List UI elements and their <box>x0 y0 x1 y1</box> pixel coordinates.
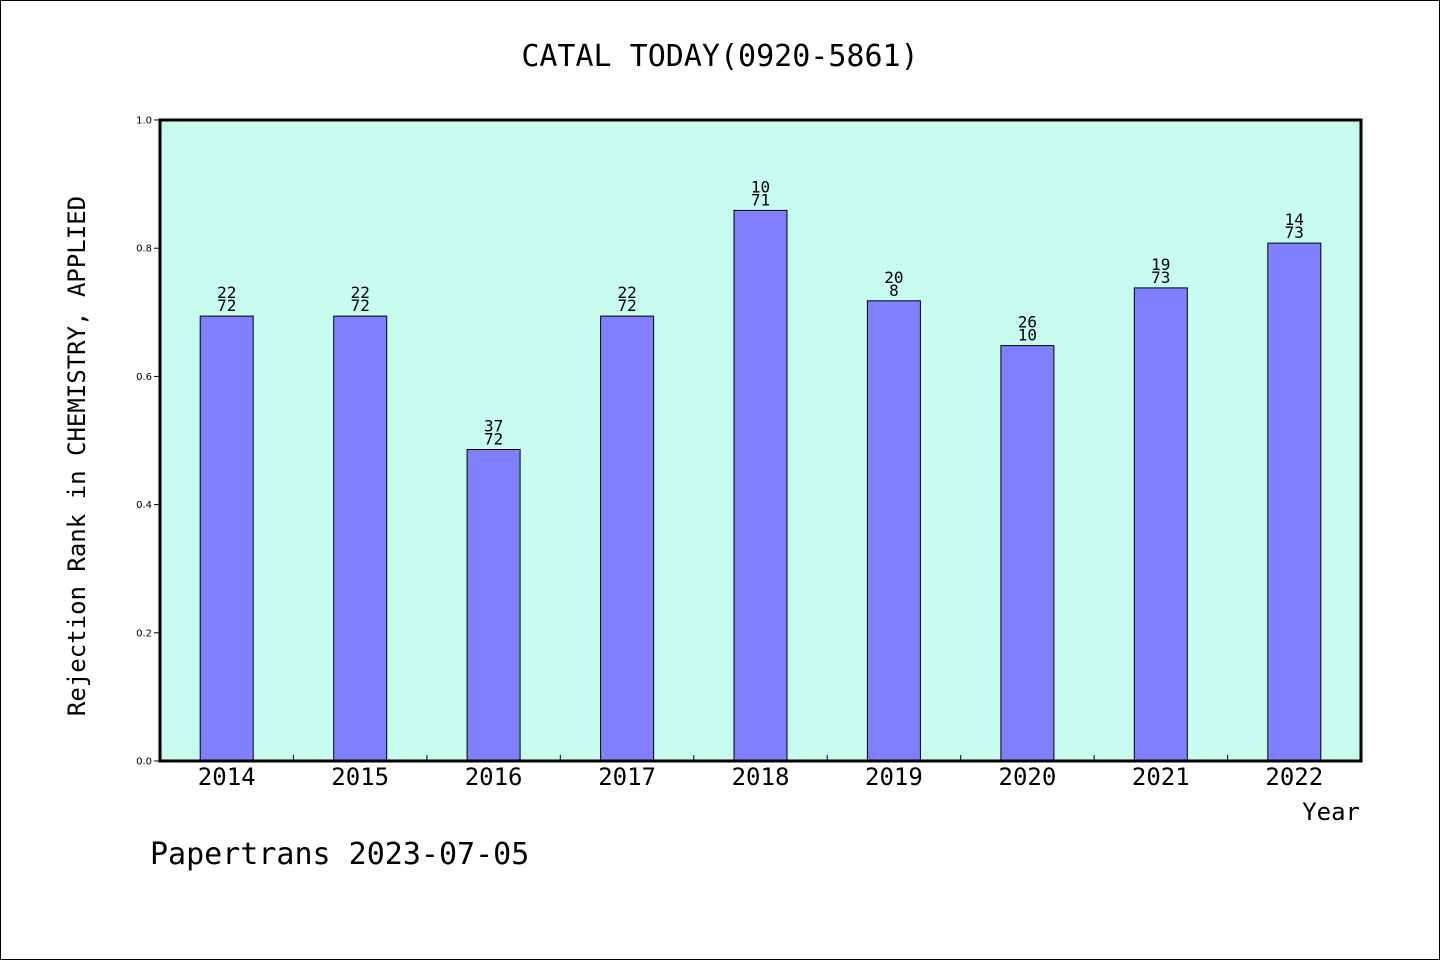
y-tick-label: 0.8 <box>136 244 152 255</box>
x-tick-label-2016: 2016 <box>465 763 523 791</box>
x-axis-label: Year <box>1302 798 1360 826</box>
x-tick-label-2022: 2022 <box>1265 763 1323 791</box>
data-label-top-2022: 14 <box>1285 210 1304 229</box>
y-tick-label: 0.2 <box>136 628 152 639</box>
data-label-bottom-2019: 8 <box>889 281 899 300</box>
data-label-top-2016: 37 <box>484 417 503 436</box>
data-label-bottom-2014: 72 <box>217 296 236 315</box>
data-label-top-2015: 22 <box>351 283 370 302</box>
data-label-bottom-2021: 73 <box>1151 268 1170 287</box>
bar-2019 <box>866 300 921 762</box>
x-tick-label-2019: 2019 <box>865 763 923 791</box>
y-tick-label: 0.6 <box>136 372 152 383</box>
x-tick-label-2015: 2015 <box>331 763 389 791</box>
data-label-top-2021: 19 <box>1151 255 1170 274</box>
footer-text: Papertrans 2023-07-05 <box>150 837 529 872</box>
x-tick-label-2018: 2018 <box>732 763 790 791</box>
y-axis-label: Rejection Rank in CHEMISTRY, APPLIED <box>63 196 91 716</box>
x-tick-label-2014: 2014 <box>198 763 256 791</box>
y-tick-label: 0.4 <box>136 500 152 511</box>
data-label-bottom-2015: 72 <box>351 296 370 315</box>
chart-title: CATAL TODAY(0920-5861) <box>521 39 918 74</box>
data-label-top-2020: 26 <box>1018 313 1037 332</box>
data-label-bottom-2018: 71 <box>751 190 770 209</box>
bar-2022 <box>1267 242 1322 762</box>
bar-2014 <box>199 315 254 762</box>
bar-2016 <box>466 449 521 762</box>
data-label-top-2017: 22 <box>617 283 636 302</box>
x-tick-label-2021: 2021 <box>1132 763 1190 791</box>
y-tick-label: 1.0 <box>136 116 152 127</box>
bar-2017 <box>600 315 655 762</box>
data-label-top-2019: 20 <box>884 268 903 287</box>
x-tick-label-2017: 2017 <box>598 763 656 791</box>
data-label-bottom-2022: 73 <box>1285 223 1304 242</box>
bar-2015 <box>333 315 388 762</box>
data-label-bottom-2017: 72 <box>617 296 636 315</box>
data-label-top-2014: 22 <box>217 283 236 302</box>
x-axis: 2014 2015 2016 2017 2018 2019 2020 2021 2022 <box>198 755 1323 791</box>
data-label-bottom-2020: 10 <box>1018 326 1037 345</box>
bar-2020 <box>1000 345 1055 762</box>
data-label-bottom-2016: 72 <box>484 430 503 449</box>
bar-2021 <box>1133 287 1188 762</box>
data-label-top-2018: 10 <box>751 177 770 196</box>
bar-2018 <box>733 209 788 762</box>
y-axis: 0.0 0.2 0.4 0.6 0.8 1.0 <box>136 116 160 768</box>
bars-layer <box>199 209 1322 762</box>
y-tick-label: 0.0 <box>136 757 152 768</box>
plot-border <box>158 118 1363 763</box>
x-tick-label-2020: 2020 <box>999 763 1057 791</box>
